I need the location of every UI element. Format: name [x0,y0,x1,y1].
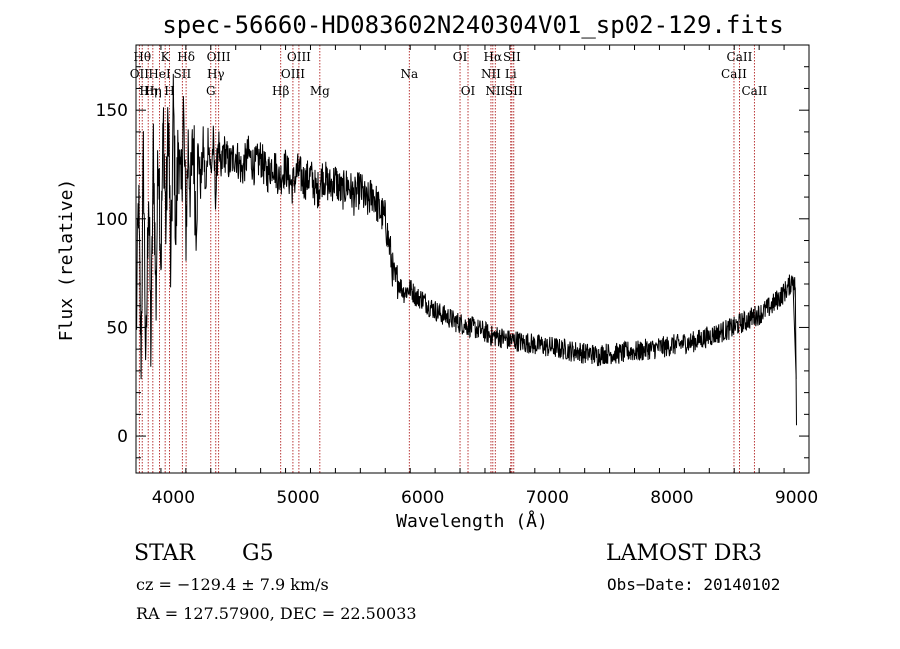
line-marker-label: CaII [727,50,753,64]
y-tick-label: 50 [106,318,128,338]
line-marker-label: OI [453,50,468,64]
y-axis-ticks: 0 50 100 150 [96,66,809,459]
chart-title: spec-56660-HD083602N240304V01_sp02-129.f… [162,11,783,39]
y-tick-label: 100 [96,210,128,230]
x-tick-label: 4000 [152,488,195,508]
object-subclass: G5 [242,541,274,566]
line-marker-label: K [161,50,171,64]
line-marker-label: OIII [287,50,311,64]
y-axis-label: Flux (relative) [56,179,77,342]
line-marker-label: OI [461,84,476,98]
line-marker-label: H [164,84,174,98]
line-marker-label: SII [174,67,192,81]
x-tick-label: 9000 [775,488,818,508]
line-marker-label: OIII [281,67,305,81]
line-marker-label: Mg [310,84,330,98]
line-marker-label: Hη [144,84,162,98]
line-marker-label: CaII [741,84,767,98]
object-class: STAR [134,541,196,566]
redshift-readout: cz = −129.4 ± 7.9 km/s [136,575,329,594]
x-tick-label: 8000 [650,488,693,508]
x-axis-ticks: 4000 5000 6000 7000 8000 9000 [135,45,818,508]
y-tick-label: 150 [96,101,128,121]
x-axis-label: Wavelength (Å) [396,510,548,532]
line-marker-label: Li [505,67,517,81]
line-marker-label: OIII [207,50,231,64]
line-marker-label: G [206,84,216,98]
coordinates-readout: RA = 127.57900, DEC = 22.50033 [136,604,417,623]
line-marker-label: NII [485,84,505,98]
line-marker-label: Hη [139,84,157,98]
x-tick-label: 5000 [276,488,319,508]
observation-date: Obs−Date: 20140102 [607,575,780,594]
spectrum-line [135,73,797,426]
line-marker-label: Hγ [207,67,225,81]
line-marker-label: Na [400,67,418,81]
line-marker-label: Hβ [272,84,289,98]
line-marker-label: NII [481,67,501,81]
line-marker-label: HeI [148,67,171,81]
y-tick-label: 0 [117,427,128,447]
x-tick-label: 6000 [401,488,444,508]
plot-frame [135,44,810,474]
line-marker-label: SII [503,50,521,64]
line-marker-label: CaII [721,67,747,81]
emission-line-labels: OIIHθHηHηHeIKHSIIHδGHγOIIIHβOIIIOIIIMgNa… [130,50,768,98]
line-marker-label: OII [130,67,150,81]
line-marker-label: Hθ [133,50,151,64]
line-marker-label: Hδ [177,50,195,64]
x-tick-label: 7000 [526,488,569,508]
survey-name: LAMOST DR3 [606,541,762,566]
line-marker-label: Hα [484,50,503,64]
line-marker-label: SII [505,84,523,98]
emission-line-markers [138,45,755,473]
